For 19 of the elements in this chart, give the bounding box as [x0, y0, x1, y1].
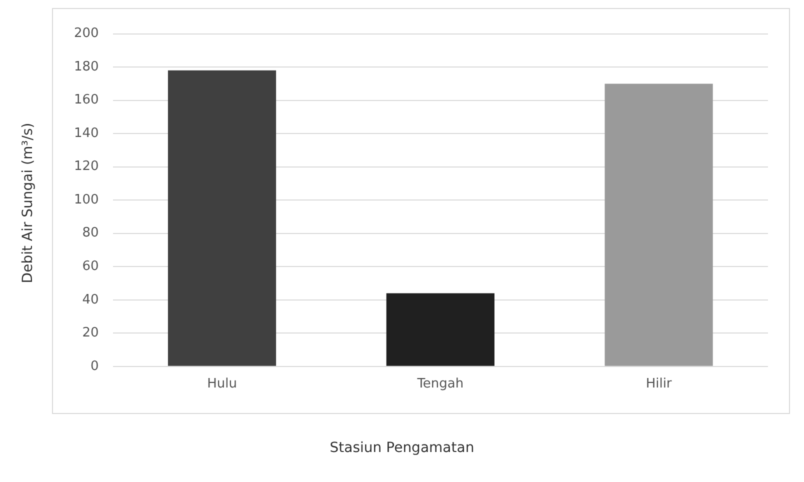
- y-tick-label: 120: [74, 159, 99, 174]
- y-tick-label: 200: [74, 26, 99, 42]
- y-tick-label: 20: [82, 326, 99, 341]
- y-tick-label: 160: [74, 92, 99, 108]
- y-tick-label: 100: [74, 192, 99, 208]
- y-tick-label: 0: [90, 358, 99, 374]
- y-tick-label: 140: [74, 126, 99, 141]
- x-tick-label: Tengah: [416, 376, 464, 392]
- x-tick-label: Hulu: [207, 376, 237, 392]
- bar: [168, 70, 276, 366]
- x-tick-label: Hilir: [646, 376, 672, 392]
- y-tick-label: 80: [82, 226, 99, 241]
- bar: [604, 84, 713, 366]
- x-axis-title: Stasiun Pengamatan: [328, 440, 476, 456]
- y-tick-label: 60: [82, 258, 99, 274]
- bar: [386, 293, 494, 366]
- y-axis-title: Debit Air Sungai (m³/s): [20, 122, 36, 284]
- y-tick-label: 180: [74, 59, 99, 74]
- y-tick-label: 40: [82, 292, 99, 308]
